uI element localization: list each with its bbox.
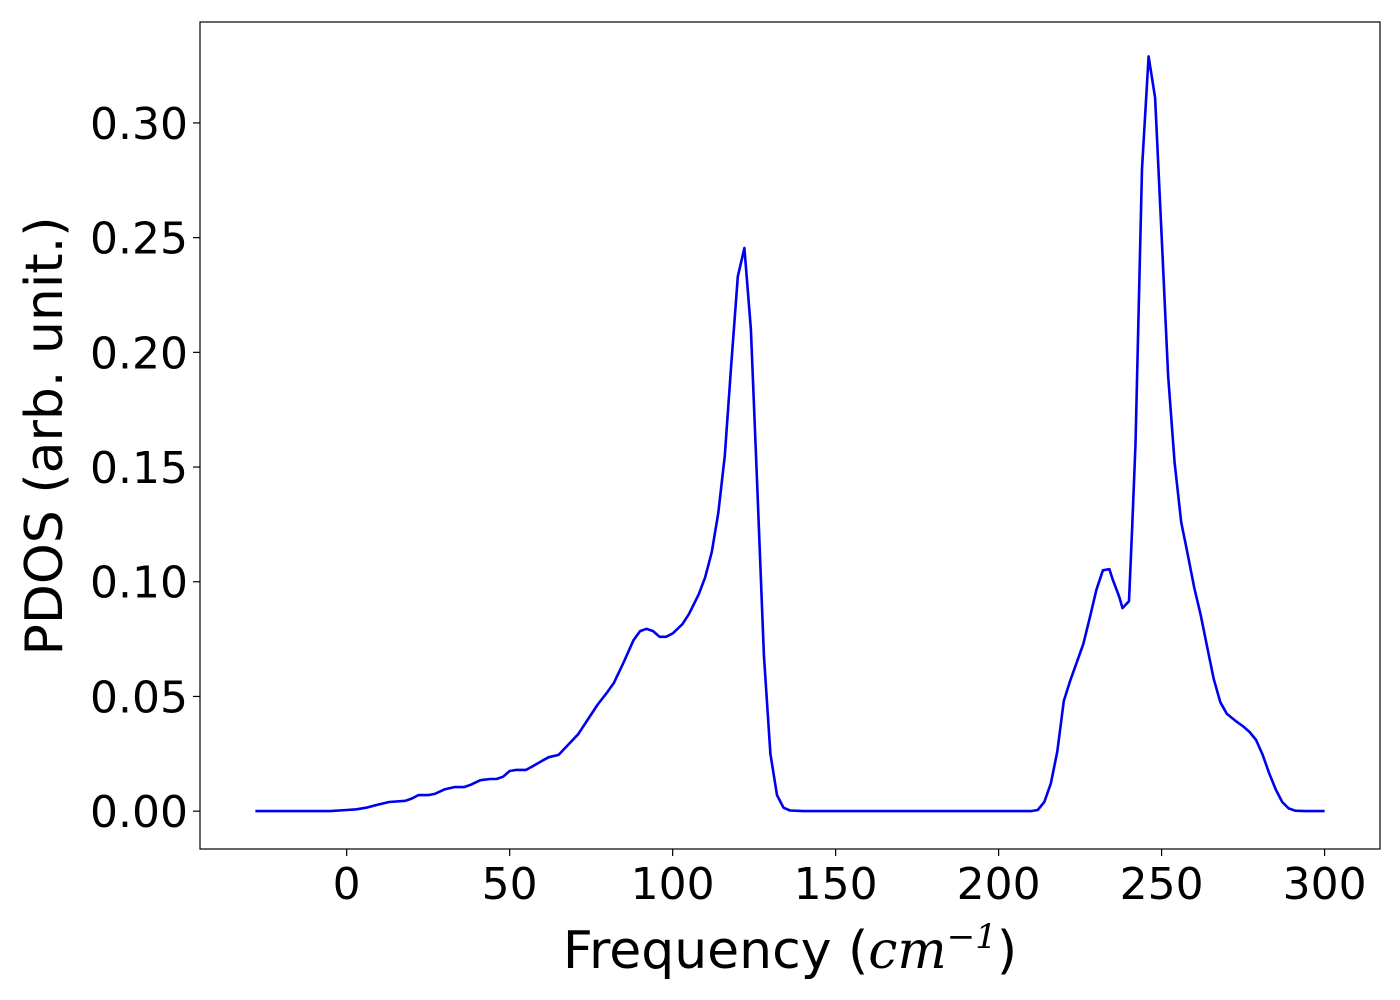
x-tick-label: 50 xyxy=(482,859,538,910)
y-tick-label: 0.20 xyxy=(90,328,188,379)
y-axis-ticks: 0.00 0.05 0.10 0.15 0.20 0.25 0.30 xyxy=(90,99,200,838)
y-tick-label: 0.05 xyxy=(90,672,188,723)
pdos-series-line xyxy=(255,55,1325,813)
x-tick-label: 0 xyxy=(333,859,361,910)
plot-area-background xyxy=(200,22,1380,849)
plot-frame xyxy=(199,21,1381,850)
y-tick-label: 0.25 xyxy=(90,214,188,265)
y-axis-label: PDOS (arb. unit.) xyxy=(15,216,75,655)
y-tick-label: 0.00 xyxy=(90,787,188,838)
x-tick-label: 100 xyxy=(631,859,715,910)
x-tick-label: 250 xyxy=(1120,859,1204,910)
x-tick-label: 300 xyxy=(1283,859,1367,910)
x-axis-ticks: 0 50 100 150 200 250 300 xyxy=(333,849,1367,910)
y-tick-label: 0.15 xyxy=(90,443,188,494)
x-tick-label: 200 xyxy=(957,859,1041,910)
y-tick-label: 0.30 xyxy=(90,99,188,150)
y-tick-label: 0.10 xyxy=(90,558,188,609)
x-axis-label: Frequency (cm−1) xyxy=(563,917,1017,981)
x-tick-label: 150 xyxy=(794,859,878,910)
